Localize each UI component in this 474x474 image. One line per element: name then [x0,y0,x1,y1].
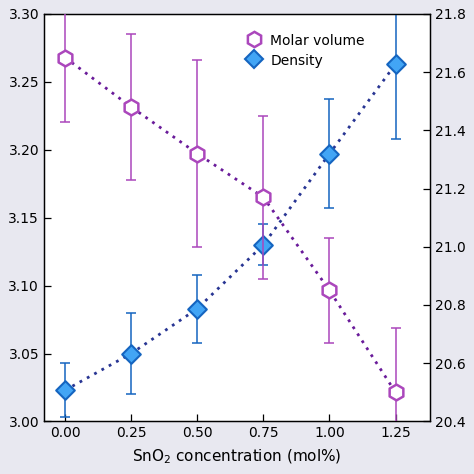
X-axis label: SnO$_2$ concentration (mol%): SnO$_2$ concentration (mol%) [132,447,342,465]
Point [326,150,333,157]
Point [128,103,135,111]
Legend: Molar volume, Density: Molar volume, Density [244,29,369,73]
Point [193,150,201,157]
Point [392,389,400,396]
Point [193,305,201,312]
Point [392,60,400,68]
Point [260,241,267,249]
Point [61,386,69,394]
Point [61,54,69,61]
Point [128,350,135,357]
Point [326,287,333,294]
Point [260,193,267,201]
